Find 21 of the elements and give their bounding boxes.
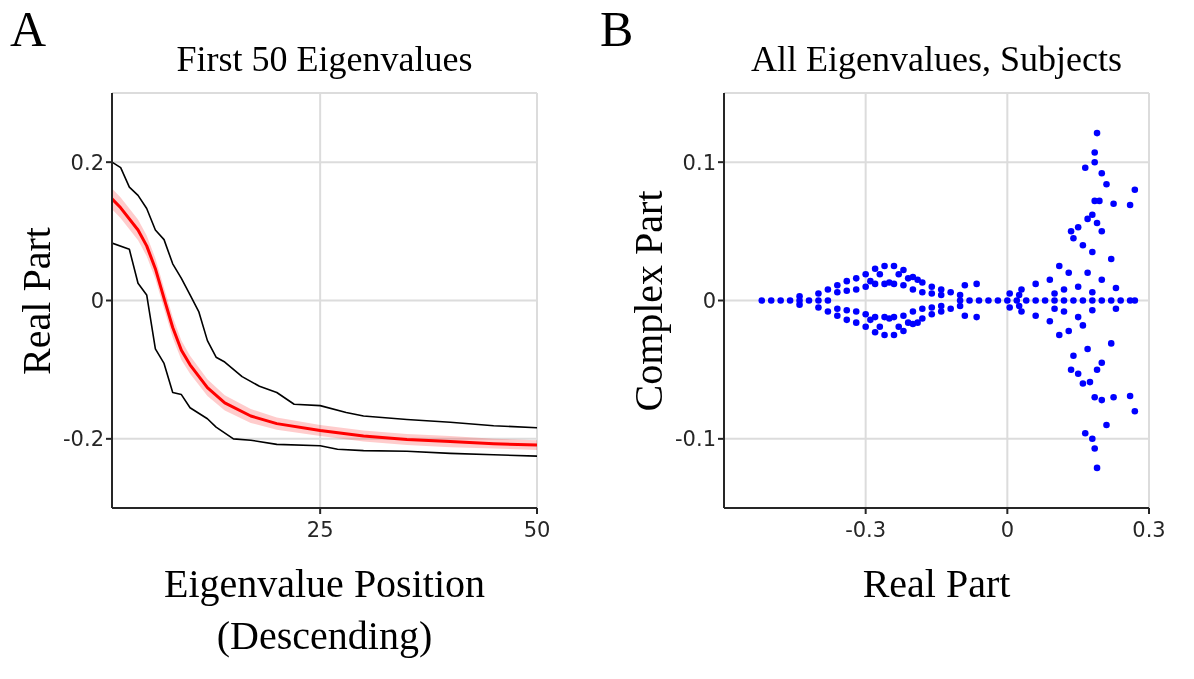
y-axis-title: Complex Part — [625, 188, 672, 414]
x-tick-label: -0.3 — [845, 517, 887, 542]
y-tick-label: 0 — [90, 288, 104, 313]
y-tick-label: -0.1 — [675, 427, 716, 452]
line-series — [112, 242, 537, 457]
x-tick-label: 0.3 — [1132, 517, 1166, 542]
line-series — [112, 161, 537, 429]
text: A — [10, 0, 47, 58]
x-tick-label: 50 — [523, 517, 551, 542]
x-tick-label: 0 — [1000, 517, 1015, 542]
chart-title: First 50 Eigenvalues — [176, 39, 473, 79]
x-tick-label: 25 — [306, 517, 334, 542]
y-tick-label: 0.1 — [682, 150, 716, 175]
x-axis-title: Real Part — [861, 560, 1012, 608]
y-tick-label: 0.2 — [70, 150, 104, 175]
y-axis-title: Real Part — [13, 225, 60, 377]
y-tick-label: 0 — [702, 288, 716, 313]
chart-title: All Eigenvalues, Subjects — [750, 38, 1123, 80]
text: B — [600, 0, 634, 58]
y-tick-label: -0.2 — [63, 427, 104, 452]
x-axis-title: Eigenvalue Position (Descending) — [162, 560, 487, 660]
